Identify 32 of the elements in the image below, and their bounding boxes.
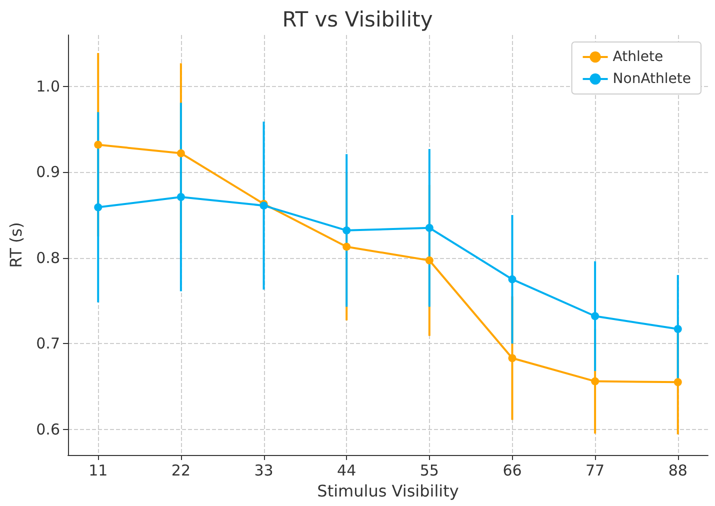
point xyxy=(176,193,185,201)
point xyxy=(425,224,434,232)
point xyxy=(508,275,516,284)
x-tick-label: 77 xyxy=(586,462,605,480)
point xyxy=(674,325,682,333)
point xyxy=(508,354,516,362)
y-tick-label: 1.0 xyxy=(36,77,60,96)
point xyxy=(591,312,600,320)
y-axis-title: RT (s) xyxy=(6,222,26,268)
y-tick-label: 0.8 xyxy=(36,248,60,267)
point xyxy=(94,203,102,212)
point xyxy=(342,242,351,251)
point xyxy=(591,377,600,386)
point xyxy=(342,226,351,234)
point xyxy=(425,256,434,264)
x-tick-label: 66 xyxy=(502,462,522,480)
point xyxy=(176,149,185,158)
x-tick-label: 88 xyxy=(668,462,688,480)
point xyxy=(674,378,682,386)
legend-label: NonAthlete xyxy=(612,71,692,87)
y-tick-label: 0.6 xyxy=(36,420,60,438)
chart-title: RT vs Visibility xyxy=(282,8,433,32)
y-tick-label: 0.7 xyxy=(36,334,60,353)
y-tick-label: 0.9 xyxy=(36,163,60,182)
x-tick-label: 44 xyxy=(337,462,356,480)
x-tick-label: 55 xyxy=(420,462,439,480)
x-tick-label: 33 xyxy=(254,462,274,480)
legend-label: Athlete xyxy=(612,49,664,65)
point xyxy=(94,140,102,149)
x-tick-label: 11 xyxy=(88,462,108,480)
x-tick-label: 22 xyxy=(171,462,190,480)
x-axis-title: Stimulus Visibility xyxy=(317,481,459,500)
